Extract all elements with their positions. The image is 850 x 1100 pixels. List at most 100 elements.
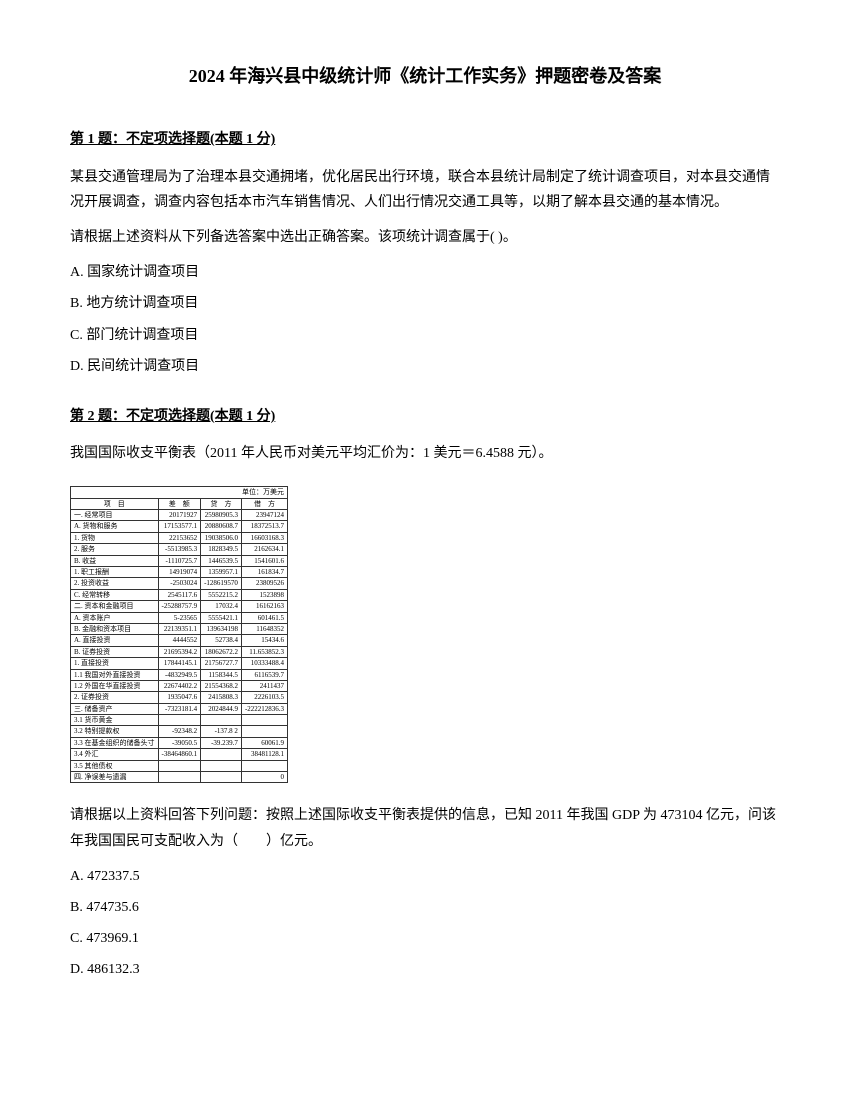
table-cell: 3.2 特别提款权 — [71, 726, 159, 737]
table-cell: -2503024 — [158, 578, 201, 589]
table-cell: -7323181.4 — [158, 703, 201, 714]
table-cell: -128619570 — [201, 578, 242, 589]
table-cell: 3.3 在基金组织的储备头寸 — [71, 737, 159, 748]
table-cell: 1. 职工报酬 — [71, 567, 159, 578]
q1-header: 第 1 题：不定项选择题(本题 1 分) — [70, 127, 780, 152]
table-cell: 15434.6 — [241, 635, 287, 646]
table-header: 借 方 — [241, 498, 287, 509]
table-cell: 23809526 — [241, 578, 287, 589]
q1-option-a: A. 国家统计调查项目 — [70, 260, 780, 285]
table-cell: 21554368.2 — [201, 680, 242, 691]
table-cell: 1158344.5 — [201, 669, 242, 680]
table-cell: B. 证券投资 — [71, 646, 159, 657]
balance-table: 单位：万美元项 目差 额贷 方借 方一. 经常项目201719272598090… — [70, 486, 288, 783]
table-cell: -222212836.3 — [241, 703, 287, 714]
q2-option-c: C. 473969.1 — [70, 926, 780, 951]
table-cell: -1110725.7 — [158, 555, 201, 566]
table-unit: 单位：万美元 — [71, 487, 288, 498]
table-cell: 139634198 — [201, 623, 242, 634]
table-cell: 2411437 — [241, 680, 287, 691]
table-cell: -38464860.1 — [158, 749, 201, 760]
table-cell: 11648352 — [241, 623, 287, 634]
table-cell: 21695394.2 — [158, 646, 201, 657]
table-cell: 1523898 — [241, 589, 287, 600]
table-cell: 2024844.9 — [201, 703, 242, 714]
table-cell: 22674402.2 — [158, 680, 201, 691]
table-cell: 3.1 货币黄金 — [71, 715, 159, 726]
table-cell: 2. 投资收益 — [71, 578, 159, 589]
q1-option-b: B. 地方统计调查项目 — [70, 291, 780, 316]
q2-text2: 请根据以上资料回答下列问题：按照上述国际收支平衡表提供的信息，已知 2011 年… — [70, 803, 780, 853]
table-cell: 2. 服务 — [71, 544, 159, 555]
page-title: 2024 年海兴县中级统计师《统计工作实务》押题密卷及答案 — [70, 60, 780, 92]
table-cell: A. 资本账户 — [71, 612, 159, 623]
table-cell: 3.5 其他债权 — [71, 760, 159, 771]
table-cell: 2226103.5 — [241, 692, 287, 703]
table-cell: 三. 储备资产 — [71, 703, 159, 714]
table-cell: 4444552 — [158, 635, 201, 646]
q2-option-a: A. 472337.5 — [70, 864, 780, 889]
table-cell — [201, 749, 242, 760]
table-header: 贷 方 — [201, 498, 242, 509]
table-cell — [158, 772, 201, 783]
table-cell: -25288757.9 — [158, 601, 201, 612]
q2-option-b: B. 474735.6 — [70, 895, 780, 920]
q1-text2: 请根据上述资料从下列备选答案中选出正确答案。该项统计调查属于( )。 — [70, 225, 780, 250]
table-cell: 5552215.2 — [201, 589, 242, 600]
table-cell — [158, 760, 201, 771]
table-cell: 2545117.6 — [158, 589, 201, 600]
table-cell — [241, 726, 287, 737]
table-cell: 23947124 — [241, 510, 287, 521]
table-cell: 17844145.1 — [158, 658, 201, 669]
table-cell — [201, 772, 242, 783]
table-cell: 22153652 — [158, 532, 201, 543]
table-cell: 1935047.6 — [158, 692, 201, 703]
table-cell: 1446539.5 — [201, 555, 242, 566]
table-cell: -39050.5 — [158, 737, 201, 748]
table-cell: -4832949.5 — [158, 669, 201, 680]
q2-option-d: D. 486132.3 — [70, 957, 780, 982]
table-cell: 四. 净误差与遗漏 — [71, 772, 159, 783]
q2-header: 第 2 题：不定项选择题(本题 1 分) — [70, 404, 780, 429]
table-cell — [241, 715, 287, 726]
q1-option-c: C. 部门统计调查项目 — [70, 323, 780, 348]
table-cell: 19038506.0 — [201, 532, 242, 543]
table-cell: 10333488.4 — [241, 658, 287, 669]
table-cell: 20880608.7 — [201, 521, 242, 532]
table-cell: -5513985.3 — [158, 544, 201, 555]
q1-option-d: D. 民间统计调查项目 — [70, 354, 780, 379]
table-cell: 11.653852.3 — [241, 646, 287, 657]
table-cell: 0 — [241, 772, 287, 783]
table-cell: A. 货物和服务 — [71, 521, 159, 532]
table-cell: 18372513.7 — [241, 521, 287, 532]
table-cell: 60061.9 — [241, 737, 287, 748]
table-cell: 14919074 — [158, 567, 201, 578]
table-cell: 18062672.2 — [201, 646, 242, 657]
q1-text1: 某县交通管理局为了治理本县交通拥堵，优化居民出行环境，联合本县统计局制定了统计调… — [70, 165, 780, 215]
table-cell: 6116539.7 — [241, 669, 287, 680]
table-cell: 1541601.6 — [241, 555, 287, 566]
table-cell: 38481128.1 — [241, 749, 287, 760]
table-cell: 5555421.1 — [201, 612, 242, 623]
table-cell: 17032.4 — [201, 601, 242, 612]
table-cell: 3.4 外汇 — [71, 749, 159, 760]
table-cell: 1359957.1 — [201, 567, 242, 578]
table-cell: 25980905.3 — [201, 510, 242, 521]
table-cell: 5-23565 — [158, 612, 201, 623]
table-header: 项 目 — [71, 498, 159, 509]
table-cell: 20171927 — [158, 510, 201, 521]
table-cell: 二. 资本和金融项目 — [71, 601, 159, 612]
table-cell: 2162634.1 — [241, 544, 287, 555]
table-cell: 17153577.1 — [158, 521, 201, 532]
table-cell: -137.8 2 — [201, 726, 242, 737]
table-cell: 2. 证券投资 — [71, 692, 159, 703]
table-cell — [201, 715, 242, 726]
table-cell — [201, 760, 242, 771]
table-cell: 1828349.5 — [201, 544, 242, 555]
balance-table-container: 单位：万美元项 目差 额贷 方借 方一. 经常项目201719272598090… — [70, 486, 780, 783]
table-cell: 1.2 外国在华直接投资 — [71, 680, 159, 691]
table-cell: 2415808.3 — [201, 692, 242, 703]
table-cell: 一. 经常项目 — [71, 510, 159, 521]
table-cell: 21756727.7 — [201, 658, 242, 669]
table-cell — [158, 715, 201, 726]
